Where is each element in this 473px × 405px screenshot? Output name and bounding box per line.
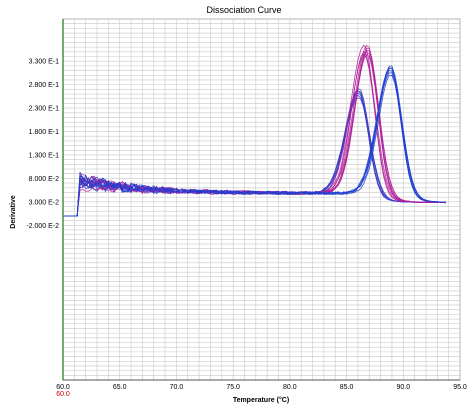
x-tick-label: 75.0	[226, 384, 240, 391]
x-tick-label: 85.0	[340, 384, 354, 391]
plot-area	[62, 18, 461, 381]
x-tick-label: 95.0	[453, 384, 467, 391]
y-axis-title: Derivative	[10, 195, 17, 229]
grid-layer	[62, 18, 461, 381]
x-tick-label: 70.0	[170, 384, 184, 391]
y-tick-label: 1.800 E-1	[29, 129, 59, 136]
y-tick-label: 3.300 E-1	[29, 59, 59, 66]
melt-curve-line	[63, 74, 446, 217]
x-tick-label: 80.0	[283, 384, 297, 391]
y-tick-label: 2.800 E-1	[29, 82, 59, 89]
y-tick-label: 8.000 E-2	[29, 176, 59, 183]
y-tick-label: 2.300 E-1	[29, 106, 59, 113]
x-tick-label: 90.0	[396, 384, 410, 391]
series-layer	[63, 44, 446, 217]
axis-layer: 60.0 65.0 70.0 75.0 80.0 85.0 90.0 95.0 60.0 3.30…	[26, 19, 467, 398]
x-tick-label: 60.0	[56, 384, 70, 391]
melt-curve-line	[63, 67, 446, 217]
x-tick-label: 65.0	[113, 384, 127, 391]
y-tick-label: -2.000 E-2	[26, 223, 59, 230]
chart-title: Dissociation Curve	[206, 5, 281, 15]
x-start-marker-label: 60.0	[56, 391, 70, 398]
x-axis-title: Temperature (°C)	[233, 396, 289, 404]
y-tick-label: 3.000 E-2	[29, 199, 59, 206]
y-tick-label: 1.300 E-1	[29, 152, 59, 159]
